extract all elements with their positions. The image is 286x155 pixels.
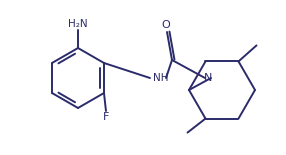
Text: NH: NH — [153, 73, 168, 83]
Text: O: O — [162, 20, 170, 30]
Text: F: F — [103, 112, 109, 122]
Text: N: N — [204, 73, 212, 83]
Text: H₂N: H₂N — [68, 19, 88, 29]
